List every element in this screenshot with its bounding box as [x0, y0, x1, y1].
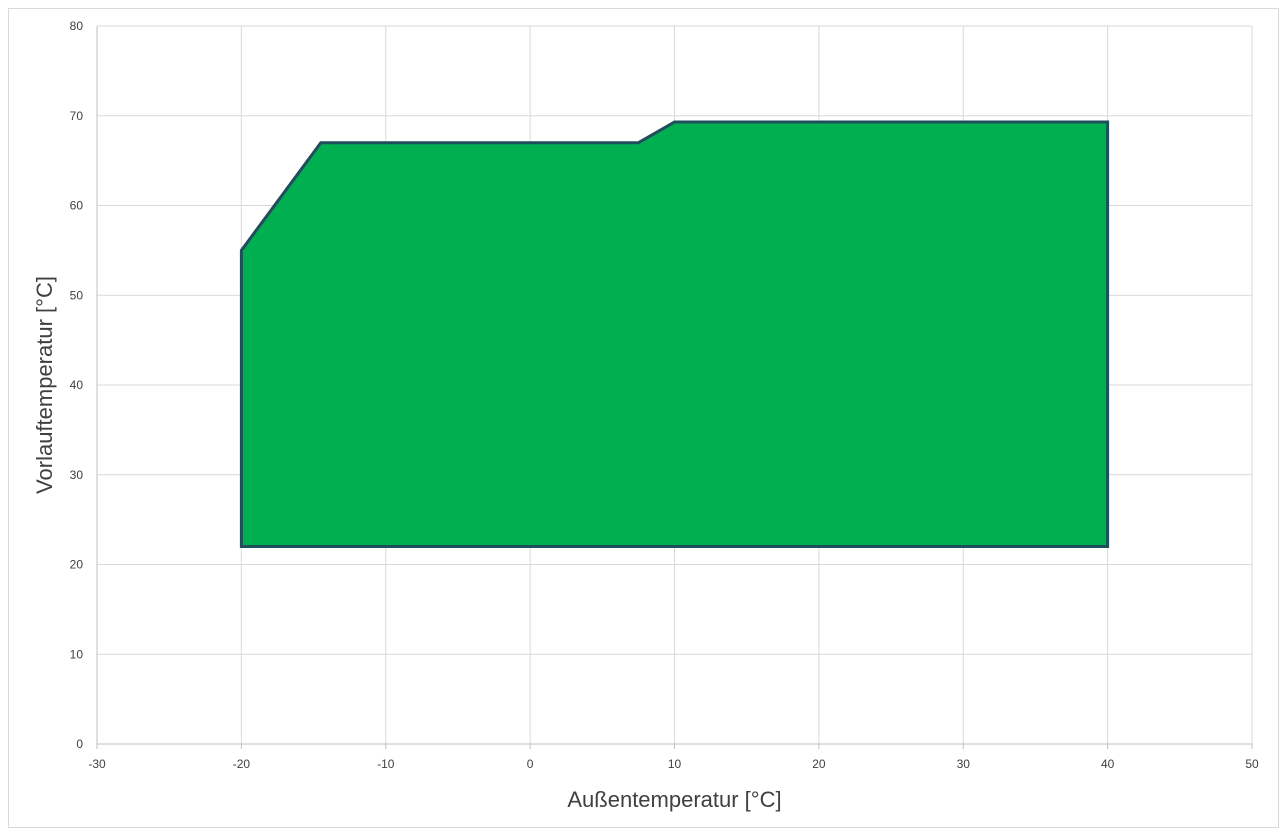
y-tick-label: 40: [70, 378, 84, 392]
operating-area-polygon: [239, 120, 1110, 548]
y-tick-label: 50: [70, 288, 84, 302]
y-tick-label: 30: [70, 468, 84, 482]
axis-layer: [96, 26, 1253, 749]
y-tick-label: 0: [76, 737, 83, 751]
x-tick-label: 10: [668, 757, 682, 771]
x-axis-title: Außentemperatur [°C]: [567, 787, 781, 812]
x-tick-label: 40: [1101, 757, 1115, 771]
area-layer: [239, 120, 1110, 548]
y-tick-label: 80: [70, 19, 84, 33]
tick-label-layer: -30 -20 -10 0 10 20 30 40 50 0 10 20 30 40 50 60 70 80: [70, 19, 1259, 771]
x-tick-label: -30: [88, 757, 106, 771]
y-axis-title: Vorlauftemperatur [°C]: [32, 276, 57, 494]
y-tick-label: 20: [70, 558, 84, 572]
y-tick-label: 70: [70, 109, 84, 123]
y-tick-label: 60: [70, 199, 84, 213]
x-tick-label: -10: [377, 757, 395, 771]
x-tick-label: -20: [233, 757, 251, 771]
y-tick-label: 10: [70, 647, 84, 661]
x-tick-label: 20: [812, 757, 826, 771]
x-tick-label: 50: [1245, 757, 1259, 771]
x-tick-label: 0: [527, 757, 534, 771]
x-tick-label: 30: [957, 757, 971, 771]
